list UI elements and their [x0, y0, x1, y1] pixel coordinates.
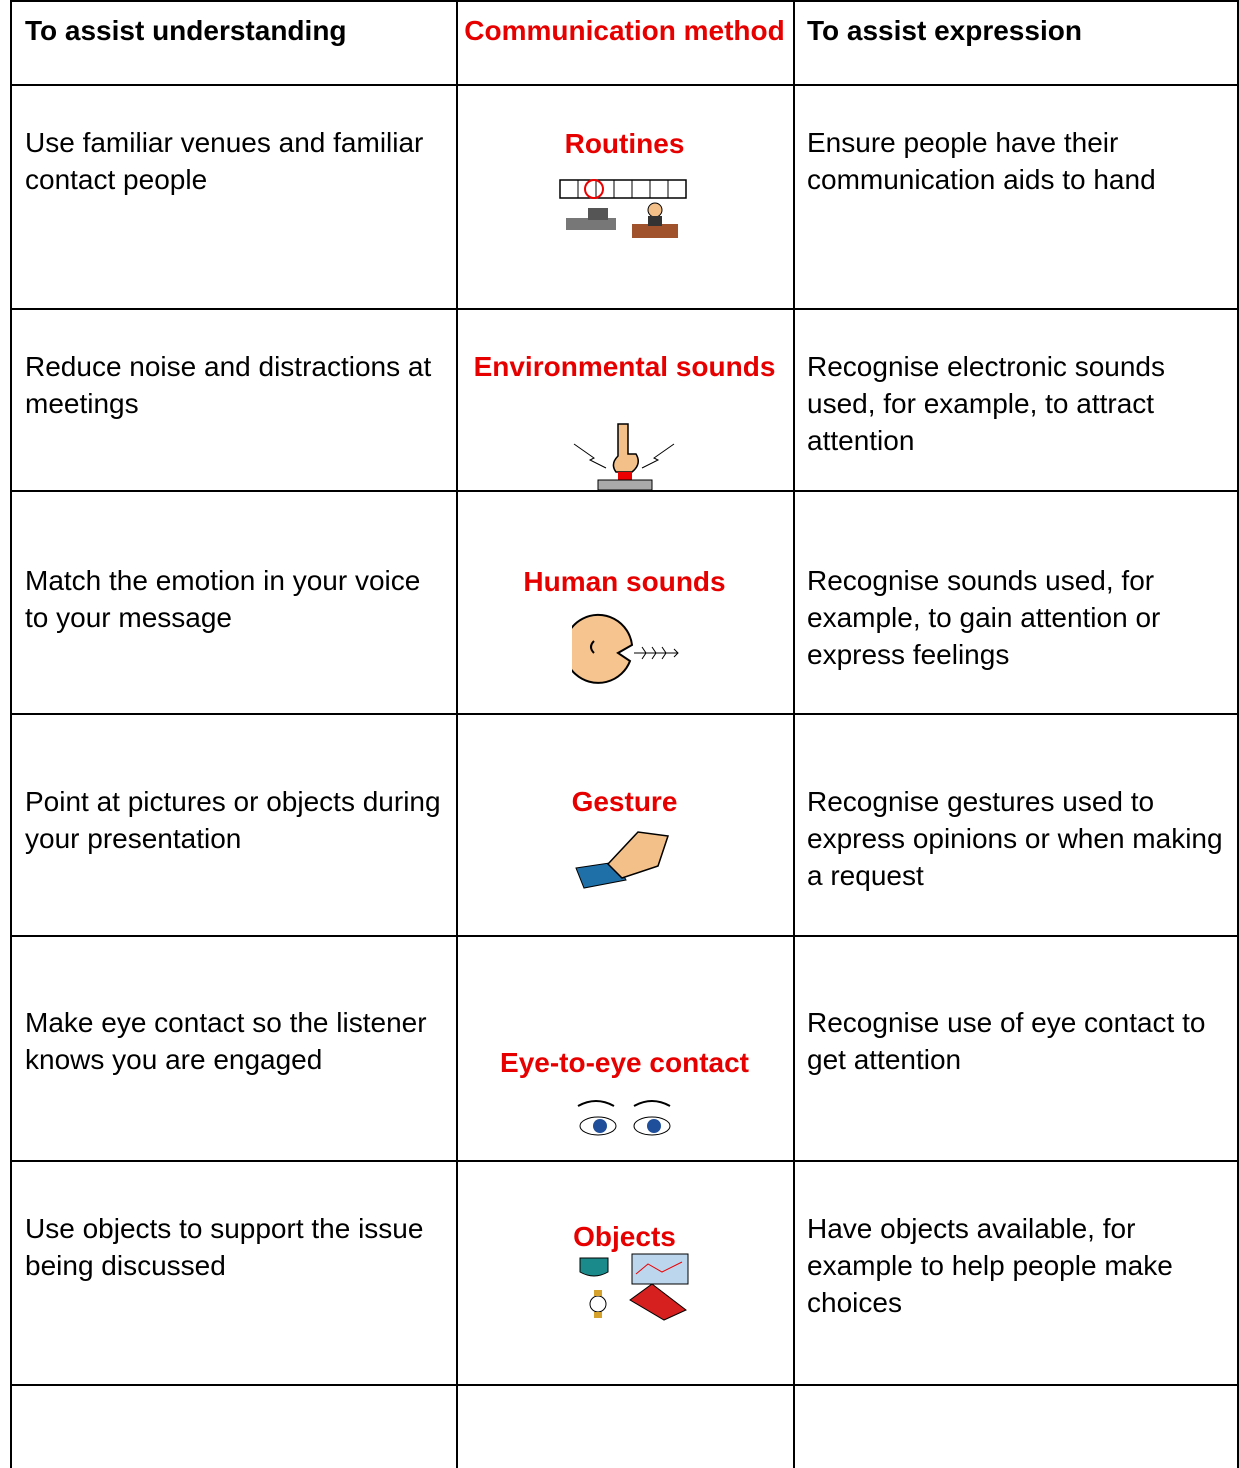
header-cell: To assist understanding	[25, 15, 347, 46]
method-cell: Gesture	[571, 786, 678, 817]
icon-gesture	[575, 831, 669, 889]
understanding-cell: Make eye contact so the listener knows y…	[25, 1007, 427, 1075]
expression-cell: Recognise gestures used to express opini…	[807, 786, 1223, 891]
icon-objects	[579, 1253, 689, 1321]
column-border	[1237, 0, 1239, 1468]
expression-cell: Ensure people have their communication a…	[807, 127, 1156, 195]
understanding-cell: Point at pictures or objects during your…	[25, 786, 441, 854]
column-border	[456, 0, 458, 1468]
icon-human-sounds	[572, 613, 679, 684]
row-border	[10, 0, 1239, 2]
column-border	[10, 0, 12, 1468]
icon-routines	[559, 179, 687, 238]
row-border	[10, 84, 1239, 86]
method-cell: Human sounds	[523, 566, 726, 597]
expression-cell: Have objects available, for example to h…	[807, 1213, 1173, 1318]
method-cell: Eye-to-eye contact	[500, 1047, 749, 1078]
row-border	[10, 490, 1239, 492]
understanding-cell: Reduce noise and distractions at meeting…	[25, 351, 432, 419]
understanding-cell: Match the emotion in your voice to your …	[25, 565, 421, 633]
understanding-cell: Use objects to support the issue being d…	[25, 1213, 424, 1281]
row-border	[10, 713, 1239, 715]
column-border	[793, 0, 795, 1468]
method-cell: Environmental sounds	[473, 351, 776, 382]
header-cell: Communication method	[464, 15, 785, 46]
row-border	[10, 1384, 1239, 1386]
expression-cell: Recognise sounds used, for example, to g…	[807, 565, 1161, 670]
icon-environmental-sounds	[573, 423, 675, 491]
method-cell: Objects	[573, 1221, 676, 1252]
icon-eye-contact	[577, 1100, 671, 1136]
expression-cell: Recognise electronic sounds used, for ex…	[807, 351, 1165, 456]
understanding-cell: Use familiar venues and familiar contact…	[25, 127, 424, 195]
header-cell: To assist expression	[807, 15, 1082, 46]
row-border	[10, 935, 1239, 937]
row-border	[10, 308, 1239, 310]
row-border	[10, 1160, 1239, 1162]
method-cell: Routines	[564, 128, 685, 159]
expression-cell: Recognise use of eye contact to get atte…	[807, 1007, 1206, 1075]
